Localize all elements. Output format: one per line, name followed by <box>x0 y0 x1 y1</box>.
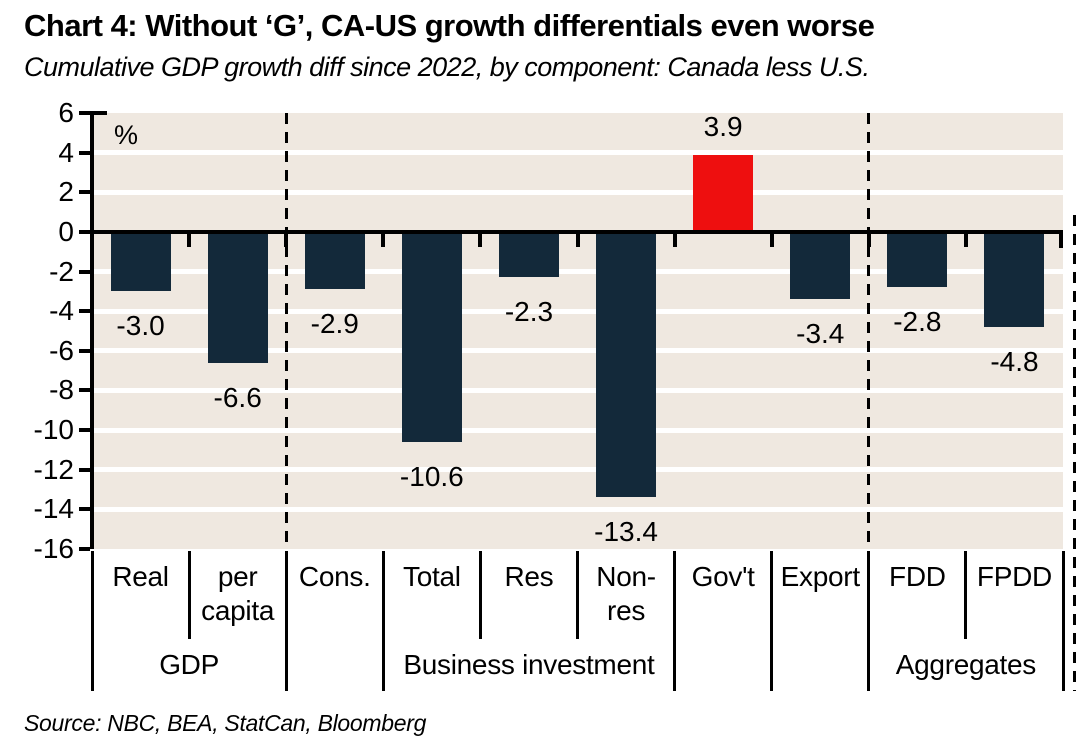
bar-total <box>401 231 462 442</box>
grid-line <box>92 427 1063 433</box>
x-axis-tick <box>284 233 289 247</box>
bar-value-label: -2.3 <box>504 296 554 328</box>
bar-value-label: -13.4 <box>594 516 658 548</box>
bar-value-label: 3.9 <box>703 110 743 142</box>
bar-value-label: -2.8 <box>893 306 942 338</box>
category-label-real: Real <box>112 561 169 592</box>
y-axis-tick <box>79 388 90 393</box>
y-axis-tick <box>79 348 90 353</box>
grid-line <box>92 348 1063 354</box>
category-label-non-res: Non- res <box>596 561 656 626</box>
dashed-separator <box>867 113 871 549</box>
y-tick-label: 0 <box>58 215 74 247</box>
category-label-total: Total <box>403 561 461 592</box>
y-axis-tick <box>79 467 90 472</box>
bar-value-label: -3.4 <box>796 318 845 350</box>
grid-line <box>92 269 1063 275</box>
x-axis-tick <box>769 233 774 247</box>
x-axis-tick <box>478 233 483 247</box>
grid-line <box>92 150 1063 156</box>
bar-value-label: -3.0 <box>116 310 165 342</box>
bar-value-label: -2.9 <box>310 308 359 340</box>
y-tick-label: 4 <box>58 136 74 168</box>
group-separator <box>770 551 774 691</box>
grid-line <box>92 467 1063 473</box>
group-separator <box>284 551 288 691</box>
right-edge-dashed-line <box>1073 215 1076 691</box>
x-axis-tick <box>963 233 968 247</box>
grid-line <box>92 506 1063 512</box>
y-tick-label: -16 <box>33 533 74 564</box>
x-axis-tick <box>866 233 871 247</box>
group-label-gdp: GDP <box>159 649 219 680</box>
source-note: Source: NBC, BEA, StatCan, Bloomberg <box>24 710 427 736</box>
category-label-cons: Cons. <box>298 561 371 592</box>
category-separator <box>187 551 191 639</box>
y-axis-tick <box>79 507 90 512</box>
y-axis-tick <box>79 428 90 433</box>
bar-cons <box>304 231 365 290</box>
category-label-res: Res <box>504 561 554 592</box>
bar-non-res <box>596 231 657 498</box>
group-separator <box>867 551 871 691</box>
bar-fdd <box>887 231 948 288</box>
bar-export <box>790 231 851 300</box>
x-axis-tick <box>187 233 192 247</box>
bar-value-label: -10.6 <box>399 460 464 492</box>
category-separator <box>478 551 482 639</box>
bar-res <box>498 231 559 278</box>
group-label-business-investment: Business investment <box>403 649 655 680</box>
x-axis <box>92 229 1063 234</box>
y-axis-tick <box>79 309 90 314</box>
category-label-gov-t: Gov't <box>691 561 755 592</box>
x-axis-tick <box>381 233 386 247</box>
bar-gov-t <box>693 154 754 232</box>
group-separator <box>90 551 94 691</box>
category-separator <box>964 551 968 639</box>
y-tick-label: 2 <box>58 176 74 208</box>
x-axis-end-cap <box>1059 231 1063 248</box>
y-axis-tick <box>79 150 90 155</box>
category-label-per-capita: per capita <box>201 561 275 626</box>
grid-line <box>92 387 1063 393</box>
chart-title: Chart 4: Without ‘G’, CA-US growth diffe… <box>24 8 875 43</box>
group-separator <box>673 551 677 691</box>
grid-line <box>92 308 1063 314</box>
bar-value-label: -6.6 <box>213 381 262 413</box>
y-tick-label: -10 <box>33 414 74 446</box>
y-tick-label: -4 <box>49 295 74 327</box>
category-label-export: Export <box>780 561 860 592</box>
y-axis <box>90 113 94 549</box>
y-tick-label: -8 <box>49 374 74 406</box>
y-tick-label: -6 <box>49 334 74 366</box>
chart-subtitle: Cumulative GDP growth diff since 2022, b… <box>24 52 870 82</box>
group-separator <box>1061 551 1065 691</box>
y-tick-label: -12 <box>33 453 74 485</box>
unit-label: % <box>114 120 139 150</box>
bar-fpdd <box>984 231 1045 328</box>
group-separator <box>381 551 385 691</box>
bar-real <box>110 231 171 292</box>
category-label-fpdd: FPDD <box>976 561 1052 592</box>
y-axis-tick <box>79 190 90 195</box>
y-tick-label: -14 <box>33 493 74 525</box>
grid-line <box>92 189 1063 195</box>
y-axis-tick <box>79 111 90 115</box>
y-axis-tick <box>79 547 90 551</box>
y-axis-tick <box>79 229 90 234</box>
category-separator <box>576 551 579 639</box>
category-label-fdd: FDD <box>889 561 946 592</box>
y-axis-tick <box>79 269 90 274</box>
x-axis-tick <box>575 233 580 247</box>
dashed-separator <box>284 113 288 549</box>
x-axis-tick <box>672 233 677 247</box>
group-label-aggregates: Aggregates <box>895 649 1037 680</box>
y-axis-top-cap <box>90 111 107 115</box>
y-tick-label: 6 <box>58 97 74 128</box>
bar-per-capita <box>207 231 268 363</box>
y-tick-label: -2 <box>49 255 74 287</box>
bar-value-label: -4.8 <box>990 346 1039 378</box>
